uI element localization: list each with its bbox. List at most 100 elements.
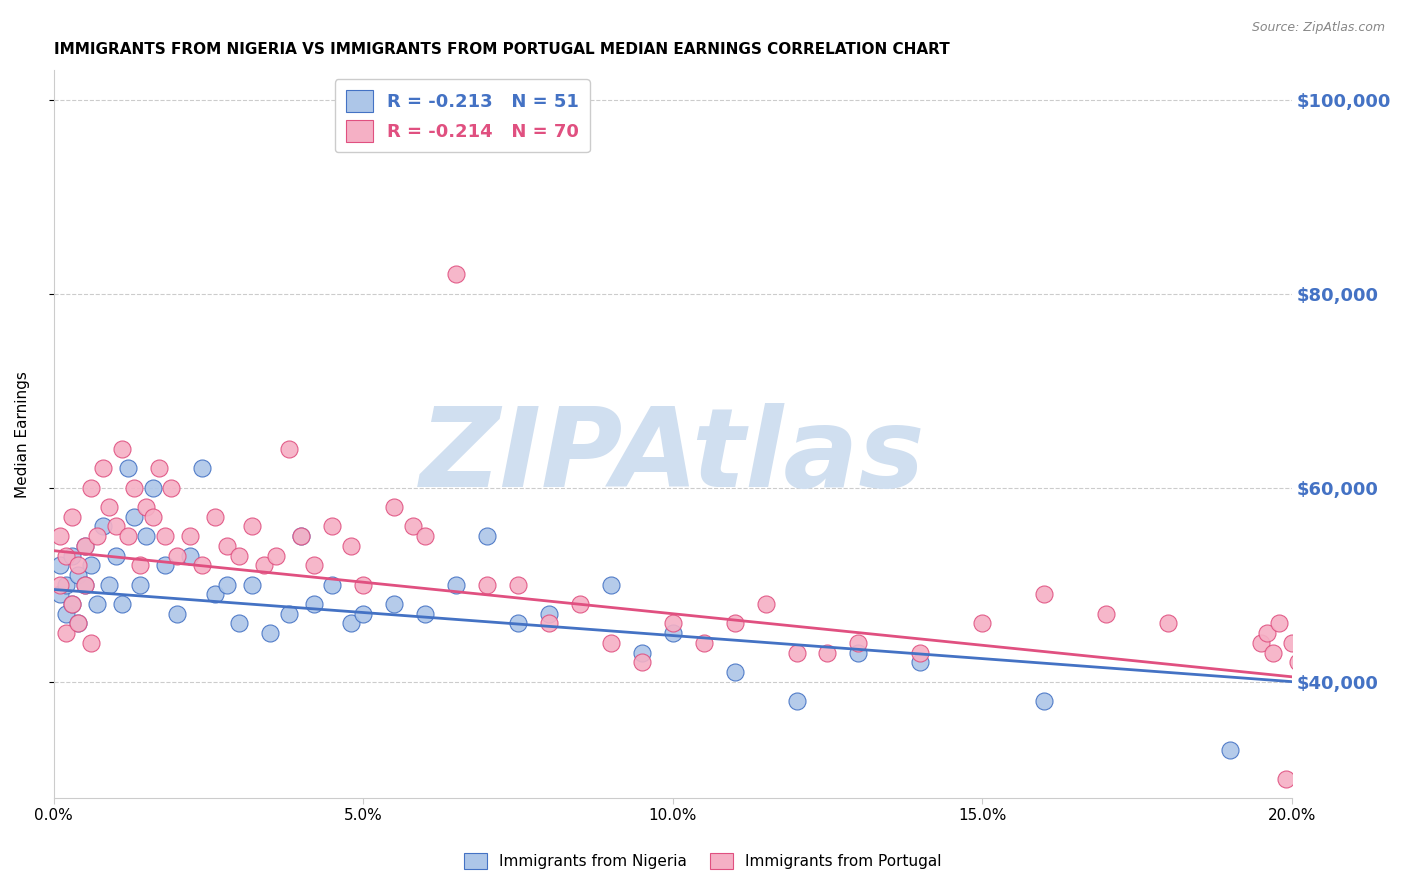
Point xyxy=(98,577,121,591)
Point xyxy=(215,577,238,591)
Point xyxy=(191,461,214,475)
Point xyxy=(73,539,96,553)
Point xyxy=(321,577,343,591)
Point xyxy=(302,558,325,573)
Point xyxy=(1250,636,1272,650)
Point xyxy=(253,558,276,573)
Point xyxy=(60,549,83,563)
Point xyxy=(1294,772,1316,786)
Point xyxy=(117,461,139,475)
Point xyxy=(98,500,121,514)
Point xyxy=(910,655,932,669)
Point xyxy=(80,481,103,495)
Point xyxy=(786,694,808,708)
Point xyxy=(111,597,134,611)
Point xyxy=(692,636,714,650)
Point xyxy=(754,597,776,611)
Point xyxy=(537,616,560,631)
Point xyxy=(80,636,103,650)
Point xyxy=(60,509,83,524)
Point xyxy=(1263,646,1285,660)
Text: Source: ZipAtlas.com: Source: ZipAtlas.com xyxy=(1251,21,1385,34)
Point xyxy=(1033,694,1056,708)
Point xyxy=(135,529,157,543)
Point xyxy=(910,646,932,660)
Point xyxy=(413,529,436,543)
Point xyxy=(228,616,250,631)
Point xyxy=(382,500,405,514)
Point xyxy=(73,577,96,591)
Point xyxy=(160,481,183,495)
Point xyxy=(91,461,114,475)
Point xyxy=(402,519,425,533)
Point xyxy=(80,558,103,573)
Text: ZIPAtlas: ZIPAtlas xyxy=(420,402,925,509)
Point xyxy=(55,549,77,563)
Point xyxy=(240,519,263,533)
Point xyxy=(55,626,77,640)
Point xyxy=(1286,655,1309,669)
Point xyxy=(786,646,808,660)
Point xyxy=(630,655,652,669)
Point xyxy=(129,577,152,591)
Point xyxy=(848,646,870,660)
Point xyxy=(111,442,134,456)
Point xyxy=(1274,772,1296,786)
Point xyxy=(302,597,325,611)
Point xyxy=(599,636,621,650)
Point xyxy=(277,607,299,621)
Point xyxy=(444,577,467,591)
Point xyxy=(339,539,361,553)
Point xyxy=(204,509,226,524)
Point xyxy=(129,558,152,573)
Point xyxy=(49,558,72,573)
Point xyxy=(568,597,591,611)
Point xyxy=(630,646,652,660)
Point xyxy=(166,607,188,621)
Point xyxy=(67,616,90,631)
Point xyxy=(153,529,176,543)
Point xyxy=(122,481,145,495)
Point xyxy=(290,529,312,543)
Point xyxy=(104,519,127,533)
Point xyxy=(382,597,405,611)
Point xyxy=(661,626,683,640)
Point xyxy=(240,577,263,591)
Point xyxy=(60,597,83,611)
Point xyxy=(179,549,201,563)
Point xyxy=(215,539,238,553)
Point xyxy=(117,529,139,543)
Point xyxy=(661,616,683,631)
Point xyxy=(266,549,288,563)
Point xyxy=(277,442,299,456)
Point xyxy=(91,519,114,533)
Point xyxy=(49,587,72,601)
Point xyxy=(148,461,170,475)
Point xyxy=(352,577,374,591)
Point xyxy=(73,577,96,591)
Point xyxy=(972,616,994,631)
Text: IMMIGRANTS FROM NIGERIA VS IMMIGRANTS FROM PORTUGAL MEDIAN EARNINGS CORRELATION : IMMIGRANTS FROM NIGERIA VS IMMIGRANTS FR… xyxy=(53,42,949,57)
Point xyxy=(848,636,870,650)
Point xyxy=(60,597,83,611)
Point xyxy=(537,607,560,621)
Point xyxy=(413,607,436,621)
Point xyxy=(228,549,250,563)
Point xyxy=(67,558,90,573)
Point xyxy=(67,616,90,631)
Point xyxy=(1256,626,1278,640)
Point xyxy=(817,646,839,660)
Point xyxy=(1268,616,1291,631)
Legend: Immigrants from Nigeria, Immigrants from Portugal: Immigrants from Nigeria, Immigrants from… xyxy=(458,847,948,875)
Point xyxy=(73,539,96,553)
Point xyxy=(135,500,157,514)
Point xyxy=(339,616,361,631)
Point xyxy=(122,509,145,524)
Point xyxy=(104,549,127,563)
Point xyxy=(86,597,108,611)
Point xyxy=(723,665,745,679)
Point xyxy=(55,577,77,591)
Y-axis label: Median Earnings: Median Earnings xyxy=(15,371,30,498)
Point xyxy=(599,577,621,591)
Point xyxy=(49,577,72,591)
